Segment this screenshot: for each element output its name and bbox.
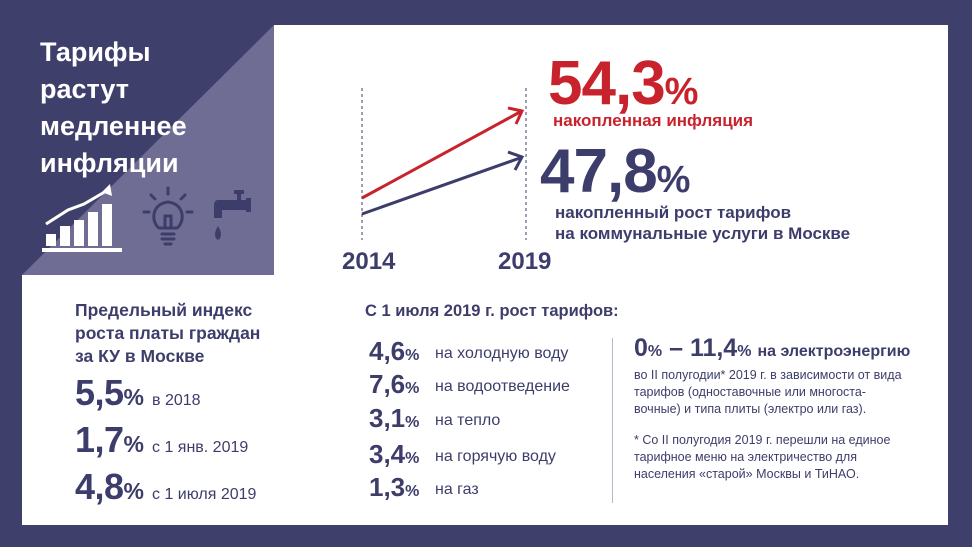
water-tap-icon [214, 190, 251, 240]
inflation-label: накопленная инфляция [553, 111, 754, 130]
inflation-arrowhead [507, 106, 525, 125]
tariff-arrowhead [507, 150, 525, 171]
index-row: 5,5% в 2018 [75, 372, 201, 413]
section-divider [612, 338, 613, 503]
tariff-label: накопленный рост тарифов на коммунальные… [555, 203, 851, 243]
inflation-value: 54,3% [548, 49, 698, 118]
growth-chart-icon [42, 184, 122, 252]
tariff-value: 47,8% [540, 137, 690, 206]
rate-row: 3,1% на тепло [369, 403, 501, 433]
trend-chart [361, 88, 527, 240]
inflation-line [361, 110, 521, 200]
index-heading: Предельный индекс роста платы граждан за… [75, 300, 261, 366]
rate-row: 3,4% на горячую воду [369, 439, 556, 469]
year-2019-label: 2019 [498, 248, 552, 275]
index-row: 4,8% с 1 июля 2019 [75, 466, 257, 507]
footnote: * Со II полугодия 2019 г. перешли на еди… [634, 433, 891, 481]
rate-row: 1,3% на газ [369, 472, 479, 502]
rate-row: 4,6% на холодную воду [369, 336, 569, 366]
tariff-line [361, 156, 521, 216]
electricity-heading: 0% – 11,4% на электроэнергию [634, 334, 911, 362]
year-2014-label: 2014 [342, 248, 396, 275]
panel-background [22, 25, 274, 275]
rates-heading: С 1 июля 2019 г. рост тарифов: [365, 302, 619, 320]
index-row: 1,7% с 1 янв. 2019 [75, 419, 249, 460]
rate-row: 7,6% на водоотведение [369, 369, 570, 399]
page-title: Тарифы растут медленнее инфляции [40, 37, 187, 178]
electricity-description: во II полугодии* 2019 г. в зависимости о… [634, 368, 902, 416]
lightbulb-icon [142, 186, 194, 246]
